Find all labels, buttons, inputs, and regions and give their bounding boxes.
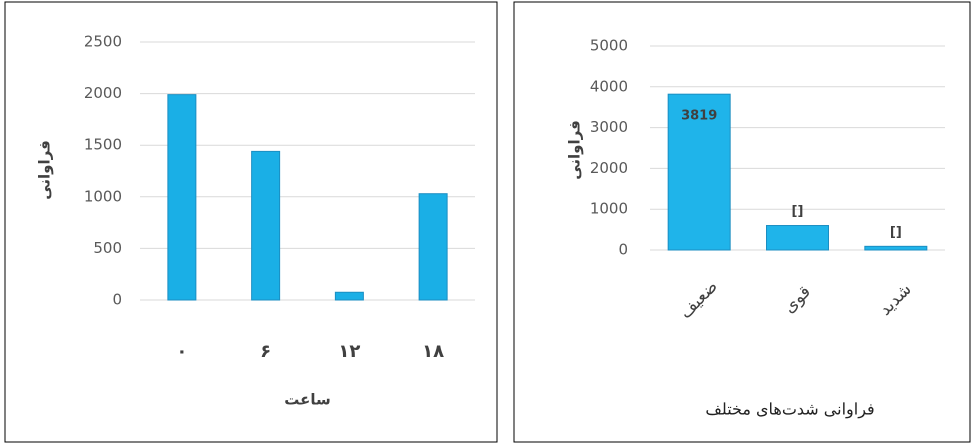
y-tick-label: 5000 (590, 37, 628, 55)
y-tick-label: 4000 (590, 77, 628, 95)
y-axis-title: فراوانی (566, 120, 584, 180)
bar (766, 225, 829, 251)
bar (418, 193, 448, 301)
data-label: 3819 (681, 109, 717, 124)
x-tick-label: ضعیف (676, 277, 722, 323)
y-tick-label: 1000 (84, 187, 122, 205)
y-tick-label: 0 (112, 291, 122, 309)
y-tick-label: 2000 (590, 159, 628, 177)
bar (334, 291, 364, 301)
x-tick-label: ۱۸ (422, 341, 444, 362)
bar (667, 93, 731, 251)
y-tick-label: 0 (618, 241, 628, 259)
data-label: [] (792, 204, 804, 219)
y-tick-label: 2500 (84, 33, 122, 51)
panel-border (513, 1, 971, 443)
x-tick-label: ۶ (260, 341, 271, 362)
panel-border (4, 1, 498, 443)
x-tick-label: ۰ (176, 341, 187, 362)
chart-title: فراوانی شدت‌های مختلف (705, 400, 874, 419)
x-tick-label: قوی (779, 282, 815, 318)
y-tick-label: 2000 (84, 84, 122, 102)
y-tick-label: 1500 (84, 136, 122, 154)
bar (864, 245, 928, 251)
bar (251, 150, 281, 301)
x-axis-title: ساعت (284, 391, 331, 409)
y-axis-title: فراوانی (36, 140, 54, 200)
x-tick-label: ۱۲ (338, 341, 360, 362)
bar (167, 94, 197, 301)
y-tick-label: 1000 (590, 200, 628, 218)
data-label: [] (890, 225, 902, 240)
y-tick-label: 500 (93, 239, 122, 257)
x-tick-label: شدید (875, 280, 915, 320)
y-tick-label: 3000 (590, 118, 628, 136)
